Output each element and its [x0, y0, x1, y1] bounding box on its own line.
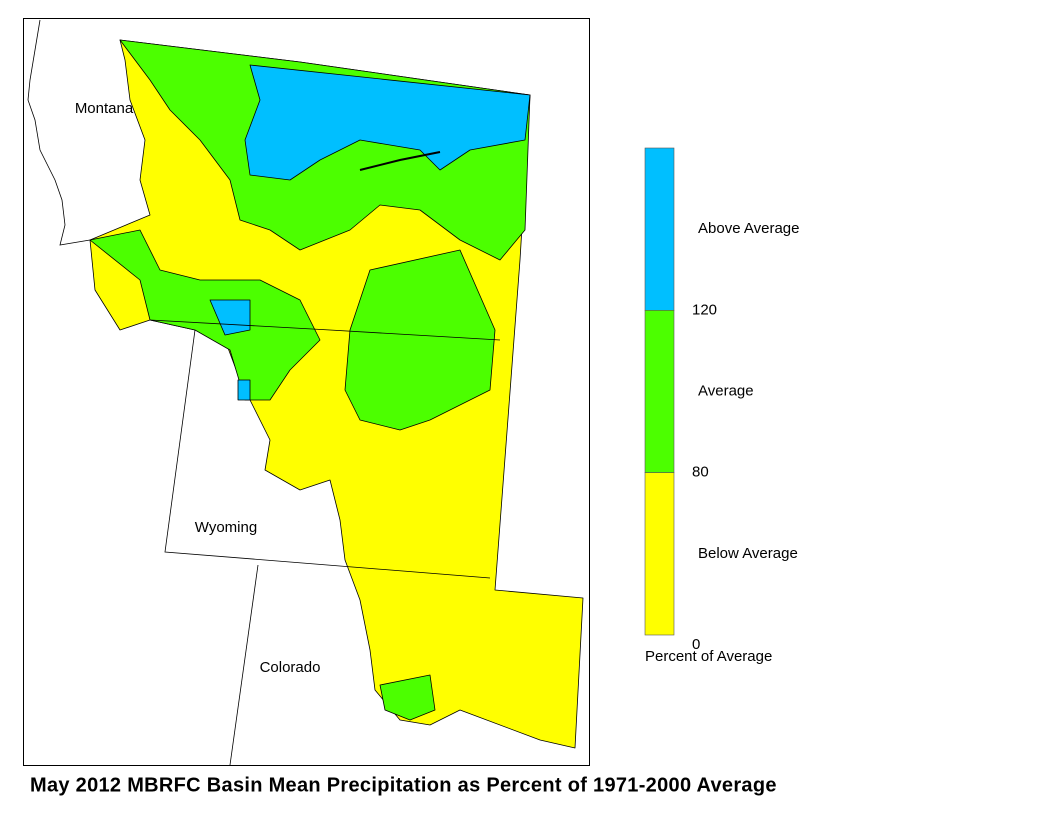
basin-region [344, 249, 496, 431]
wyoming-boundary [164, 329, 491, 579]
basin-region [89, 229, 321, 401]
state-boundaries [27, 19, 501, 766]
legend: Above Average Average Below Average 120 80 0P… [644, 147, 799, 665]
legend-label: Average [698, 382, 754, 399]
basin-region [209, 299, 251, 336]
basin-region [244, 64, 531, 181]
basins [89, 39, 584, 749]
legend-tick-label: 0 [692, 636, 700, 653]
state-label: Wyoming [195, 519, 257, 536]
montana-wyoming-boundary [149, 319, 501, 341]
state-label: Colorado [260, 659, 321, 676]
state-label: Montana [75, 100, 134, 117]
legend-swatch [644, 472, 675, 636]
legend-swatch [644, 310, 675, 473]
legend-tick-label: 120 [692, 301, 717, 318]
legend-swatch [644, 147, 675, 311]
basin-region [237, 379, 251, 401]
legend-tick-label: 80 [692, 464, 709, 481]
legend-label: Above Average [698, 220, 799, 237]
montana-boundary [27, 19, 91, 246]
legend-label: Below Average [698, 545, 798, 562]
title: May 2012 MBRFC Basin Mean Precipitation … [30, 774, 777, 796]
basin-region [379, 674, 436, 721]
river [359, 151, 441, 171]
legend-caption: Percent of Average [645, 648, 772, 665]
colorado-boundary [229, 564, 259, 766]
